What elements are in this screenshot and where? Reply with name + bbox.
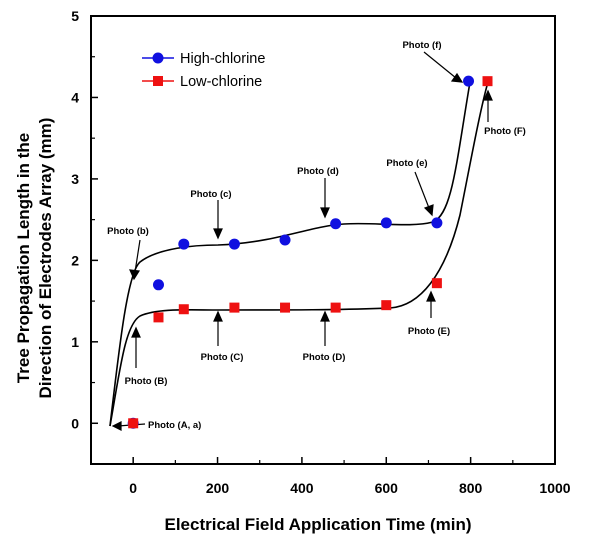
data-points: [127, 75, 493, 429]
x-tick-label: 400: [290, 480, 314, 496]
legend-marker-circle: [152, 52, 164, 64]
high-chlorine-point: [330, 218, 342, 230]
low-chlorine-point: [229, 302, 240, 313]
low-chlorine-fit-curve: [109, 81, 489, 427]
plot-frame: [90, 15, 556, 465]
low-chlorine-point: [431, 278, 442, 289]
legend-marker-square: [153, 76, 163, 86]
x-tick-label: 0: [129, 480, 137, 496]
annotation-label: Photo (D): [303, 352, 346, 363]
annotation-label: Photo (E): [408, 326, 450, 337]
low-chlorine-point: [330, 302, 341, 313]
high-chlorine-fit-curve: [109, 81, 471, 427]
legend-label: Low-chlorine: [180, 74, 262, 90]
low-chlorine-point: [178, 304, 189, 315]
annotation-label: Photo (d): [297, 166, 339, 177]
y-axis-title-line1: Tree Propagation Length in the: [14, 133, 33, 383]
annotation-label: Photo (A, a): [148, 420, 201, 431]
annotation-label: Photo (c): [190, 189, 231, 200]
x-tick-label: 200: [206, 480, 230, 496]
x-tick-label: 800: [459, 480, 483, 496]
high-chlorine-point: [178, 238, 190, 250]
low-chlorine-point: [482, 76, 493, 87]
annotation-label: Photo (e): [386, 158, 427, 169]
y-tick-label: 2: [71, 252, 79, 268]
annotation-label: Photo (b): [107, 226, 149, 237]
high-chlorine-point: [279, 234, 291, 246]
axis-ticks: 0 200 400 600 800 1000 0 1 2 3 4 5: [71, 8, 571, 496]
y-tick-label: 5: [71, 8, 79, 24]
annotation-labels: Photo (A, a) Photo (b) Photo (c) Photo (d) P…: [107, 40, 526, 431]
legend: High-chlorine Low-chlorine: [142, 51, 265, 90]
annotation-label: Photo (B): [125, 376, 168, 387]
high-chlorine-point: [431, 217, 443, 229]
annotation-arrows: [111, 51, 493, 431]
high-chlorine-point: [228, 238, 240, 250]
legend-label: High-chlorine: [180, 51, 265, 67]
high-chlorine-point: [463, 75, 475, 87]
y-tick-label: 1: [71, 334, 79, 350]
x-tick-label: 600: [375, 480, 399, 496]
x-tick-label: 1000: [539, 480, 570, 496]
x-axis-title: Electrical Field Application Time (min): [164, 515, 471, 534]
low-chlorine-point: [128, 418, 139, 429]
y-axis-title-line2: Direction of Electrodes Array (mm): [36, 118, 55, 399]
low-chlorine-point: [381, 300, 392, 311]
high-chlorine-point: [152, 279, 164, 291]
annotation-label: Photo (f): [402, 40, 441, 51]
low-chlorine-point: [280, 302, 291, 313]
annotation-label: Photo (F): [484, 126, 526, 137]
y-tick-label: 0: [71, 415, 79, 431]
high-chlorine-point: [380, 217, 392, 229]
annotation-label: Photo (C): [201, 352, 244, 363]
y-tick-label: 3: [71, 171, 79, 187]
low-chlorine-point: [153, 312, 164, 323]
fit-curves: [109, 81, 489, 427]
y-tick-label: 4: [71, 89, 79, 105]
